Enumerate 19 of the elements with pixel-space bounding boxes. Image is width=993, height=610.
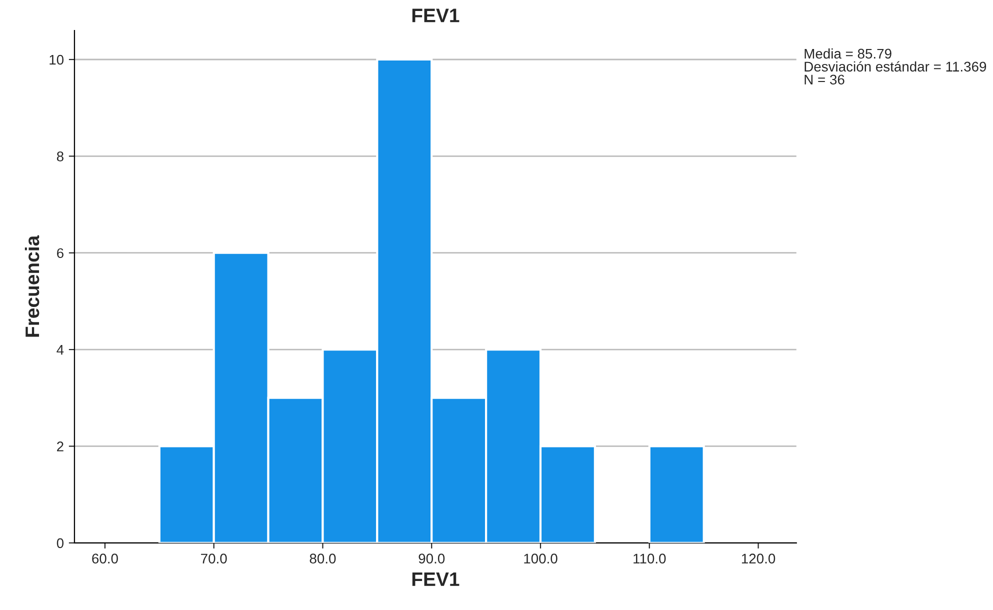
y-axis-title: Frecuencia: [24, 235, 40, 337]
text: Desviación estándar = 11.369: [804, 61, 986, 72]
x-axis-title: FEV1: [412, 572, 460, 586]
y-tick-label: 10: [50, 54, 64, 65]
y-tick-label: 0: [56, 538, 64, 548]
x-tick-label: 80.0: [310, 554, 336, 564]
x-tick-label: 100.0: [524, 554, 558, 564]
y-tick-label: 6: [57, 248, 64, 258]
x-tick-label: 70.0: [201, 554, 227, 564]
y-tick-label: 8: [56, 152, 64, 162]
x-tick-label: 120.0: [742, 554, 776, 564]
x-tick-label: 60.0: [92, 554, 118, 564]
y-tick-label: 2: [57, 442, 64, 452]
x-tick-label: 110.0: [634, 554, 666, 564]
text: N = 36: [804, 74, 844, 85]
x-tick-label: 90.0: [418, 554, 445, 564]
text: Media = 85.79: [804, 48, 892, 59]
y-tick-label: 4: [56, 345, 64, 355]
chart-title: FEV1: [412, 8, 460, 22]
